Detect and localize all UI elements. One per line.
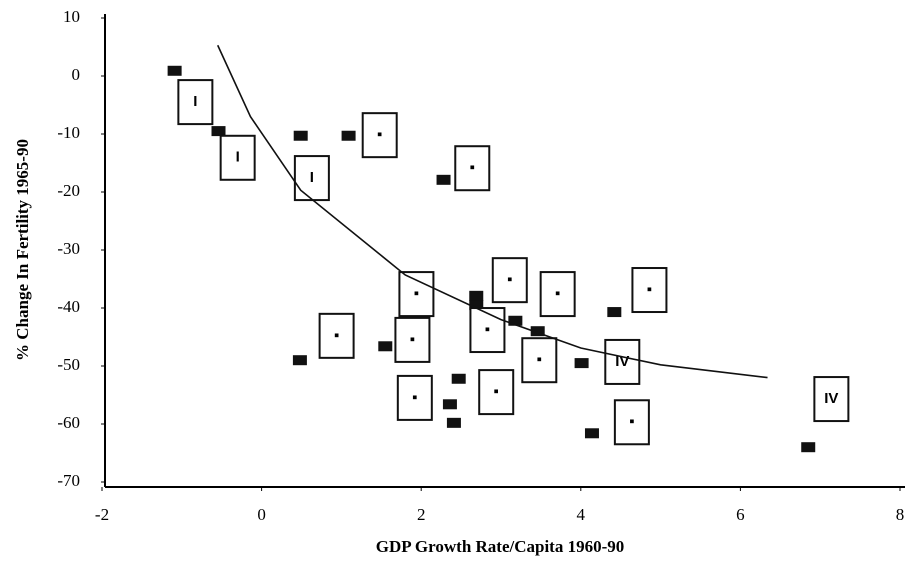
- box-label: ▪: [410, 331, 415, 348]
- point: [211, 126, 226, 137]
- point: [446, 417, 461, 428]
- point: [341, 130, 356, 141]
- point: [469, 300, 484, 311]
- labeled-box: [177, 79, 214, 126]
- point: [574, 358, 589, 369]
- point: [292, 355, 307, 366]
- x-axis-label: GDP Growth Rate/Capita 1960-90: [376, 537, 625, 556]
- point: [293, 130, 308, 141]
- point: [508, 315, 523, 326]
- point: [530, 326, 545, 337]
- x-tick-label: 6: [736, 505, 745, 524]
- box-label: ▪: [629, 413, 634, 430]
- point: [442, 399, 457, 410]
- labeled-box: [318, 312, 355, 359]
- box-label: IV: [824, 390, 838, 407]
- box-label: ▪: [334, 327, 339, 344]
- y-axis-label: % Change In Fertility 1965-90: [13, 139, 32, 361]
- box-label: ▪: [412, 389, 417, 406]
- y-tick-label: 0: [72, 65, 81, 84]
- labeled-box: [454, 145, 491, 192]
- box-label: I: [236, 149, 240, 166]
- point: [436, 174, 451, 185]
- point: [167, 65, 182, 76]
- labeled-box: [521, 337, 558, 384]
- x-tick-label: 8: [896, 505, 905, 524]
- point: [801, 442, 816, 453]
- y-tick-label: -60: [57, 413, 80, 432]
- labeled-box: [394, 316, 431, 363]
- x-tick-label: 4: [577, 505, 586, 524]
- y-tick-label: -40: [57, 297, 80, 316]
- y-tick-label: -50: [57, 355, 80, 374]
- box-label: ▪: [485, 321, 490, 338]
- labeled-box: [469, 307, 506, 354]
- x-tick-label: 0: [257, 505, 266, 524]
- y-tick-label: -20: [57, 181, 80, 200]
- box-label: ▪: [537, 351, 542, 368]
- box-label: ▪: [470, 159, 475, 176]
- point: [451, 373, 466, 384]
- x-tick-label: 2: [417, 505, 426, 524]
- box-label: I: [193, 93, 197, 110]
- box-label: ▪: [555, 285, 560, 302]
- labeled-box: [293, 155, 330, 202]
- point: [584, 428, 599, 439]
- fit-line: [216, 44, 768, 379]
- box-label: I: [310, 169, 314, 186]
- point: [469, 290, 484, 301]
- box-label: ▪: [647, 281, 652, 298]
- labeled-box: [478, 369, 515, 416]
- labeled-box: [604, 338, 641, 385]
- box-label: ▪: [494, 383, 499, 400]
- y-tick-label: -10: [57, 123, 80, 142]
- y-tick-label: -70: [57, 471, 80, 490]
- y-tick-label: -30: [57, 239, 80, 258]
- labeled-box: [813, 376, 850, 423]
- box-label: ▪: [507, 271, 512, 288]
- labeled-box: [491, 257, 528, 304]
- y-tick-label: 10: [63, 7, 80, 26]
- labeled-box: [631, 267, 668, 314]
- labeled-box: [539, 271, 576, 318]
- box-label: ▪: [377, 126, 382, 143]
- labeled-box: [361, 112, 398, 159]
- labeled-box: [396, 374, 433, 421]
- box-label: ▪: [414, 285, 419, 302]
- point: [378, 341, 393, 352]
- point: [607, 307, 622, 318]
- labeled-box: [613, 399, 650, 446]
- x-tick-label: -2: [95, 505, 109, 524]
- labeled-box: [219, 134, 256, 181]
